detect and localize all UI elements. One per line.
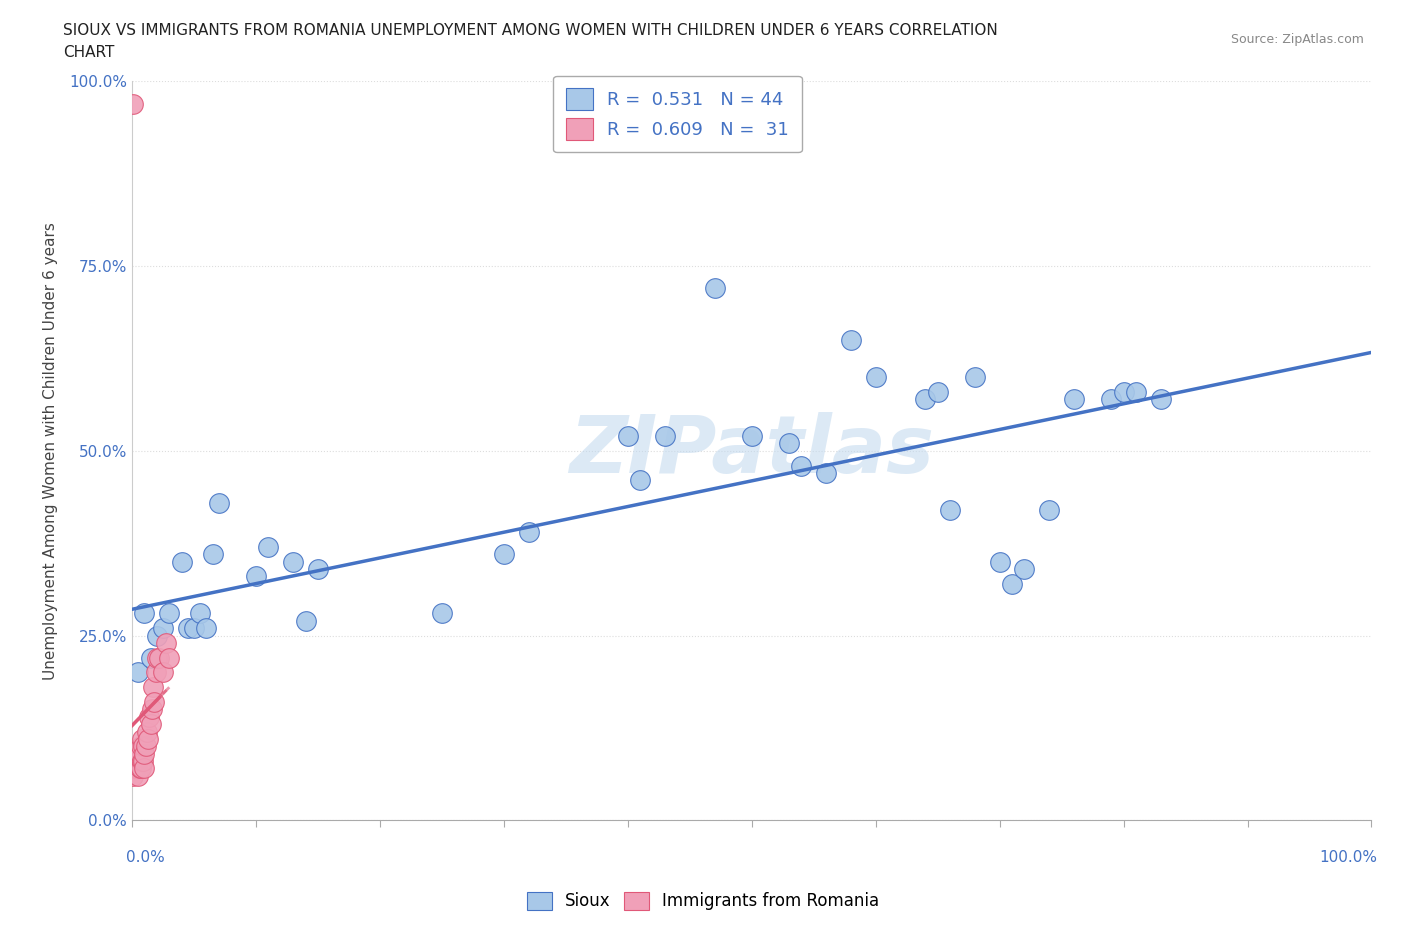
Point — [134, 606, 156, 621]
Point — [138, 710, 160, 724]
Point — [135, 739, 157, 754]
Point — [1001, 577, 1024, 591]
Point — [654, 429, 676, 444]
Point — [157, 606, 180, 621]
Point — [963, 369, 986, 384]
Point — [790, 458, 813, 473]
Point — [294, 613, 316, 628]
Point — [201, 547, 224, 562]
Point — [815, 466, 838, 481]
Point — [134, 746, 156, 761]
Point — [128, 746, 150, 761]
Point — [125, 761, 148, 776]
Text: Source: ZipAtlas.com: Source: ZipAtlas.com — [1230, 33, 1364, 46]
Point — [136, 724, 159, 739]
Point — [865, 369, 887, 384]
Point — [1014, 562, 1036, 577]
Legend: R =  0.531   N = 44, R =  0.609   N =  31: R = 0.531 N = 44, R = 0.609 N = 31 — [553, 75, 801, 153]
Point — [1099, 392, 1122, 406]
Point — [143, 695, 166, 710]
Point — [617, 429, 640, 444]
Point — [142, 680, 165, 695]
Point — [127, 768, 149, 783]
Point — [122, 768, 145, 783]
Point — [146, 628, 169, 643]
Point — [139, 717, 162, 732]
Point — [307, 562, 329, 577]
Point — [283, 554, 305, 569]
Point — [155, 635, 177, 650]
Point — [136, 732, 159, 747]
Point — [148, 650, 170, 665]
Point — [129, 739, 152, 754]
Point — [195, 620, 218, 635]
Point — [141, 702, 163, 717]
Point — [128, 761, 150, 776]
Point — [146, 650, 169, 665]
Point — [517, 525, 540, 539]
Point — [131, 753, 153, 768]
Point — [170, 554, 193, 569]
Point — [132, 753, 155, 768]
Text: 100.0%: 100.0% — [1320, 850, 1378, 865]
Point — [139, 650, 162, 665]
Point — [125, 746, 148, 761]
Point — [152, 620, 174, 635]
Point — [131, 732, 153, 747]
Point — [257, 539, 280, 554]
Point — [188, 606, 211, 621]
Point — [134, 761, 156, 776]
Point — [1038, 502, 1060, 517]
Point — [1112, 384, 1135, 399]
Point — [157, 650, 180, 665]
Point — [1150, 392, 1173, 406]
Point — [152, 665, 174, 680]
Point — [127, 665, 149, 680]
Legend: Sioux, Immigrants from Romania: Sioux, Immigrants from Romania — [520, 885, 886, 917]
Text: CHART: CHART — [63, 45, 115, 60]
Point — [628, 473, 651, 488]
Point — [741, 429, 763, 444]
Point — [703, 281, 725, 296]
Point — [988, 554, 1011, 569]
Point — [939, 502, 962, 517]
Point — [927, 384, 949, 399]
Point — [125, 753, 148, 768]
Point — [132, 739, 155, 754]
Point — [778, 436, 800, 451]
Point — [430, 606, 453, 621]
Point — [183, 620, 205, 635]
Point — [129, 761, 152, 776]
Point — [124, 761, 146, 776]
Point — [122, 96, 145, 111]
Point — [914, 392, 936, 406]
Y-axis label: Unemployment Among Women with Children Under 6 years: Unemployment Among Women with Children U… — [44, 222, 58, 680]
Point — [1125, 384, 1147, 399]
Point — [177, 620, 200, 635]
Point — [145, 665, 167, 680]
Point — [492, 547, 515, 562]
Point — [208, 495, 231, 510]
Text: 0.0%: 0.0% — [127, 850, 165, 865]
Text: ZIPatlas: ZIPatlas — [569, 412, 935, 490]
Point — [839, 333, 862, 348]
Point — [127, 753, 149, 768]
Point — [1063, 392, 1085, 406]
Point — [245, 569, 267, 584]
Text: SIOUX VS IMMIGRANTS FROM ROMANIA UNEMPLOYMENT AMONG WOMEN WITH CHILDREN UNDER 6 : SIOUX VS IMMIGRANTS FROM ROMANIA UNEMPLO… — [63, 23, 998, 38]
